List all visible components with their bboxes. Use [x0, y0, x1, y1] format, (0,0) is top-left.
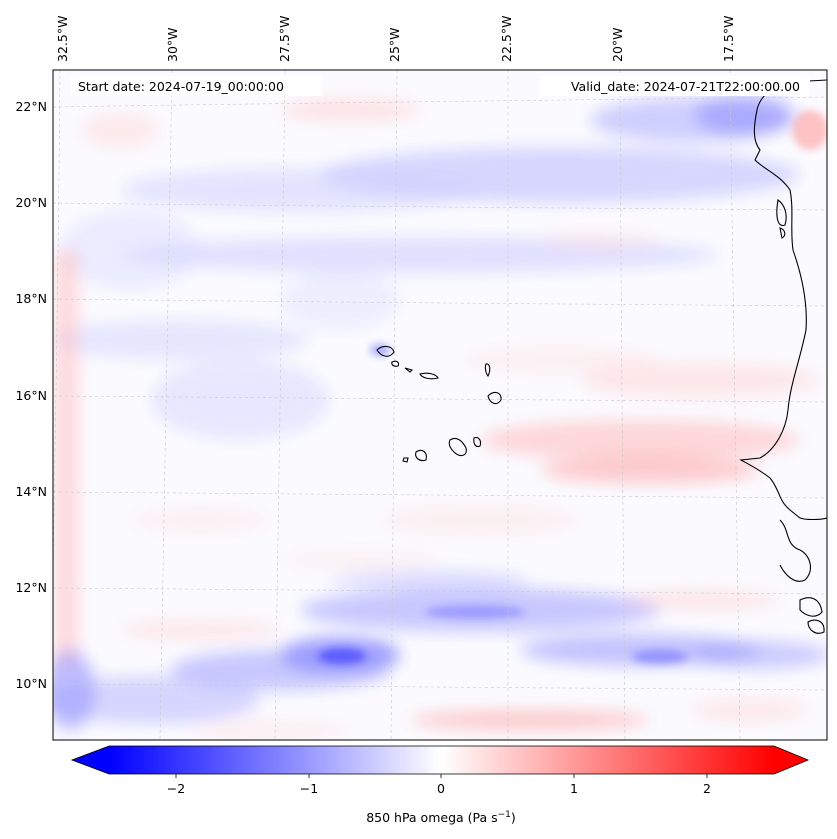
- lat-tick-label: 10°N: [15, 676, 47, 691]
- lat-tick-label: 12°N: [15, 580, 47, 595]
- map-frame: [52, 69, 828, 741]
- lon-tick-label: 17.5°W: [721, 16, 736, 62]
- colorbar-min-extend: [72, 746, 109, 774]
- lon-tick-label: 30°W: [165, 27, 180, 62]
- colorbar-gradient: [109, 746, 774, 774]
- lat-tick-label: 14°N: [15, 484, 47, 499]
- lat-tick-label: 18°N: [15, 291, 47, 306]
- lon-tick-label: 27.5°W: [277, 16, 292, 62]
- lon-tick-label: 32.5°W: [55, 16, 70, 62]
- colorbar-ticks: [175, 774, 708, 778]
- cape-verde-islands: [376, 345, 502, 463]
- colorbar-tick-label: 1: [570, 781, 578, 796]
- lon-tick-label: 25°W: [387, 27, 402, 62]
- start-date-label: Start date: 2024-07-19_00:00:00: [78, 79, 284, 94]
- start-label-box: [70, 76, 322, 96]
- valid-label-box: [540, 76, 810, 96]
- colorbar-tick-label: 2: [703, 781, 711, 796]
- colorbar-outline: [70, 745, 810, 775]
- valid-date-label: Valid_date: 2024-07-21T22:00:00.00: [571, 79, 800, 94]
- colorbar-label-exponent: −1: [498, 810, 511, 820]
- lon-tick-labels: 32.5°W 30°W 27.5°W 25°W 22.5°W 20°W 17.5…: [55, 16, 736, 62]
- colorbar-tick-label: 0: [437, 781, 445, 796]
- lat-tick-label: 22°N: [15, 99, 47, 114]
- colorbar-tick-label: −2: [167, 781, 185, 796]
- colorbar-label-prefix: 850 hPa omega (Pa s: [366, 810, 497, 825]
- lat-tick-label: 16°N: [15, 388, 47, 403]
- colorbar-max-extend: [774, 746, 808, 774]
- colorbar: −2 −1 0 1 2 850 hPa omega (Pa s−1): [70, 745, 810, 825]
- coastline: [739, 79, 827, 634]
- colorbar-label-suffix: ): [511, 810, 516, 825]
- lon-tick-label: 20°W: [610, 27, 625, 62]
- colorbar-label: 850 hPa omega (Pa s−1): [366, 810, 516, 825]
- omega-field: [53, 95, 827, 738]
- lat-tick-labels: 22°N 20°N 18°N 16°N 14°N 12°N 10°N: [15, 99, 47, 691]
- lon-tick-label: 22.5°W: [499, 16, 514, 62]
- graticule: [53, 70, 827, 740]
- lat-tick-label: 20°N: [15, 195, 47, 210]
- colorbar-tick-label: −1: [300, 781, 318, 796]
